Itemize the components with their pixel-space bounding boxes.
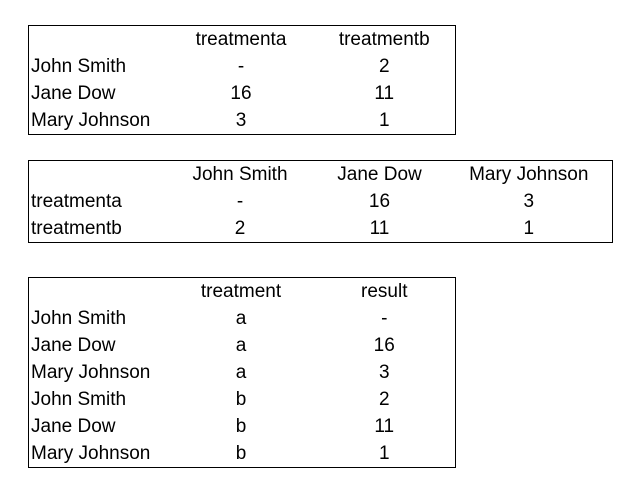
column-header: Jane Dow <box>337 164 422 185</box>
table-cell: a <box>235 335 247 356</box>
column-header: Mary Johnson <box>469 164 589 185</box>
table-cell: b <box>235 389 247 410</box>
column-header: treatmentb <box>338 29 430 50</box>
table-cell: a <box>235 362 247 383</box>
row-label: John Smith <box>31 56 127 77</box>
column-header: John Smith <box>192 164 288 185</box>
row-label: treatmentb <box>31 218 122 239</box>
table-cell: a <box>235 308 247 329</box>
table-cell: 2 <box>378 56 390 77</box>
table-cell: 11 <box>369 218 390 239</box>
table-row: Mary Johnson a 3 <box>29 359 456 386</box>
table-row: Jane Dow a 16 <box>29 332 456 359</box>
table-cell: - <box>236 191 244 212</box>
table-cell: 1 <box>378 110 390 131</box>
column-header: treatmenta <box>195 29 287 50</box>
row-label: Jane Dow <box>31 335 116 356</box>
table-header-row: John Smith Jane Dow Mary Johnson <box>29 161 613 189</box>
table-cell: 11 <box>374 83 395 104</box>
table-row: John Smith - 2 <box>29 53 456 80</box>
column-header: treatment <box>200 281 282 302</box>
long-format-table: treatment result John Smith a - Jane Dow… <box>28 277 456 468</box>
table-cell: 16 <box>368 191 391 212</box>
wide-table-by-person: treatmenta treatmentb John Smith - 2 Jan… <box>28 25 456 135</box>
table-cell: 1 <box>378 443 390 464</box>
row-label: Jane Dow <box>31 416 116 437</box>
table-cell: 16 <box>230 83 252 104</box>
wide-table-by-treatment: John Smith Jane Dow Mary Johnson treatme… <box>28 160 613 243</box>
table-cell: 3 <box>523 191 535 212</box>
table-row: Mary Johnson 3 1 <box>29 107 456 135</box>
table-cell: 3 <box>235 110 247 131</box>
row-label: Mary Johnson <box>31 362 151 383</box>
table-row: Jane Dow b 11 <box>29 413 456 440</box>
row-label: treatmenta <box>31 191 122 212</box>
row-label: John Smith <box>31 389 127 410</box>
column-header <box>29 26 169 54</box>
row-label: Jane Dow <box>31 83 116 104</box>
table-cell: - <box>381 308 388 329</box>
table-cell: 2 <box>378 389 390 410</box>
table-cell: 2 <box>234 218 246 239</box>
table-cell: - <box>237 56 245 77</box>
row-label: Mary Johnson <box>31 110 151 131</box>
table-cell: b <box>235 416 247 437</box>
table-row: Jane Dow 16 11 <box>29 80 456 107</box>
row-label: John Smith <box>31 308 127 329</box>
table-row: John Smith a - <box>29 305 456 332</box>
table-cell: 11 <box>374 416 395 437</box>
row-label: Mary Johnson <box>31 443 151 464</box>
table-cell: 16 <box>373 335 395 356</box>
table-cell: 3 <box>378 362 390 383</box>
table-header-row: treatment result <box>29 278 456 306</box>
column-header <box>29 161 167 189</box>
table-row: John Smith b 2 <box>29 386 456 413</box>
column-header <box>29 278 169 306</box>
table-cell: 1 <box>523 218 535 239</box>
table-header-row: treatmenta treatmentb <box>29 26 456 54</box>
table-row: treatmentb 2 11 1 <box>29 215 613 243</box>
table-cell: b <box>235 443 247 464</box>
column-header: result <box>361 281 408 302</box>
table-row: treatmenta - 16 3 <box>29 188 613 215</box>
table-row: Mary Johnson b 1 <box>29 440 456 468</box>
